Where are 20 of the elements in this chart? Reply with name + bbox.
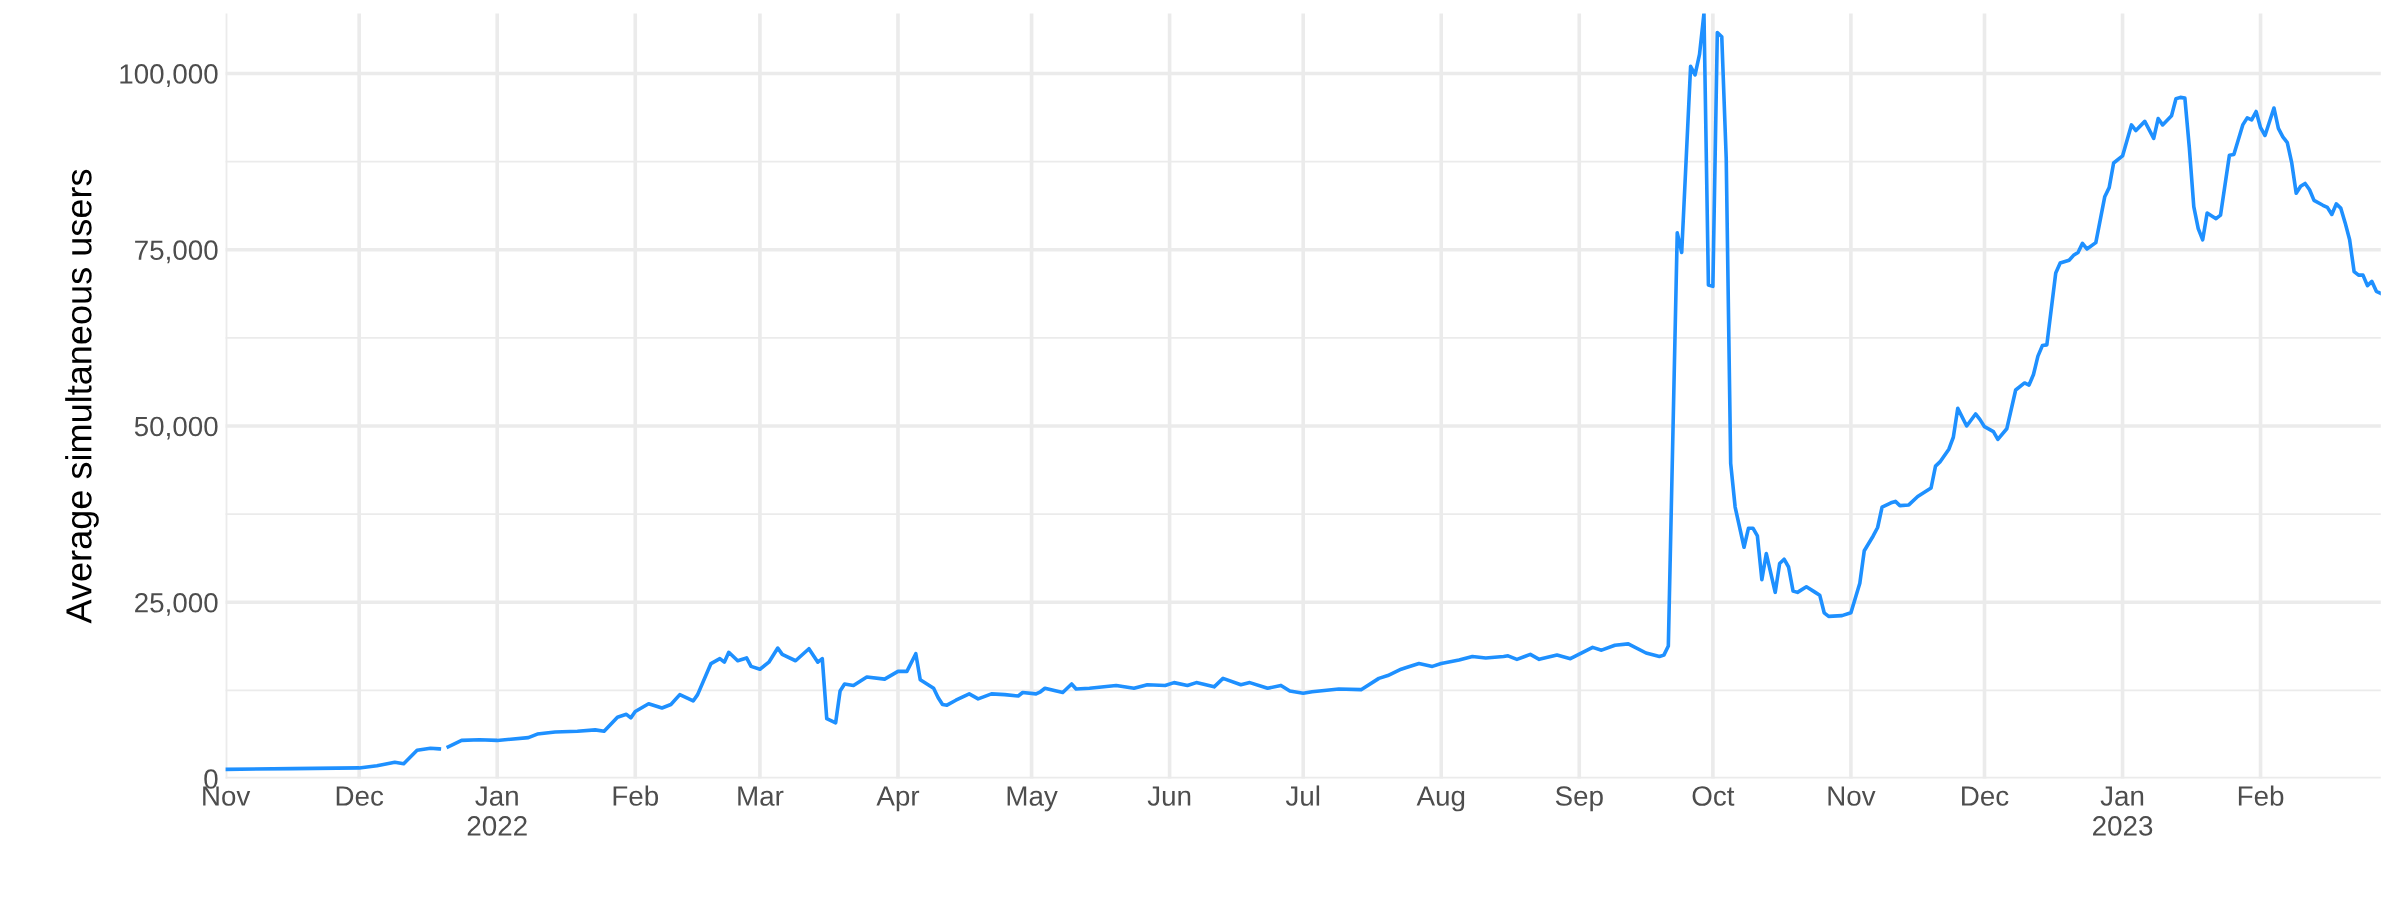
y-tick-label: 75,000 [135, 240, 218, 264]
y-axis-title: Average simultaneous users [65, 169, 99, 624]
y-tick-label: 25,000 [135, 592, 218, 616]
x-tick-label: Aug [1416, 786, 1465, 812]
y-tick-label: 50,000 [134, 416, 218, 440]
x-tick-label: Feb [613, 785, 659, 806]
x-tick-label: Sep [1555, 786, 1603, 812]
y-tick-label: 100,000 [120, 64, 218, 88]
x-tick-label: Jun [1147, 786, 1191, 806]
x-tick-label: Dec [1962, 786, 2009, 806]
x-tick-label: Jan 2022 [467, 786, 527, 836]
x-tick-label: Dec [336, 786, 384, 806]
x-tick-label: Jul [1285, 785, 1320, 806]
x-tick-label: May [1007, 786, 1058, 812]
x-tick-label: Nov [1828, 786, 1876, 806]
x-tick-label: Apr [876, 786, 920, 812]
x-tick-label: Feb [2238, 785, 2284, 806]
x-tick-label: Oct [1692, 786, 1735, 806]
x-tick-label: Mar [738, 786, 784, 806]
x-tick-label: Jan 2023 [2093, 786, 2153, 836]
